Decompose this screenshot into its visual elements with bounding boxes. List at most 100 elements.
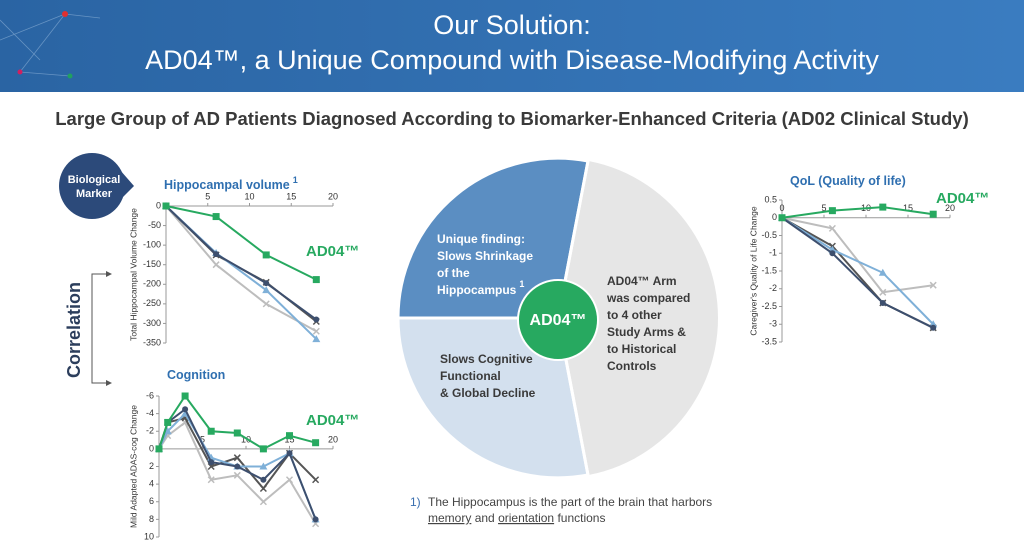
x-tick-label: 5 xyxy=(205,191,210,201)
header-band xyxy=(0,0,1024,92)
x-tick-label: 5 xyxy=(200,434,205,444)
marker xyxy=(163,427,172,435)
x-tick-label: 15 xyxy=(284,434,294,444)
bubble-pointer xyxy=(120,170,134,200)
annotation: AD04™ xyxy=(306,412,359,429)
y-axis-label: Total Hippocampal Volume Change xyxy=(128,208,138,341)
footnote-word: and xyxy=(475,511,495,525)
y-tick-label: 0 xyxy=(156,200,161,210)
diagram-top-left xyxy=(396,156,590,320)
bubble-text: Marker xyxy=(76,188,113,200)
chart-title: Hippocampal volume 1 xyxy=(164,175,298,192)
chart-title: QoL (Quality of life) xyxy=(790,174,906,188)
marker xyxy=(259,485,267,493)
marker xyxy=(828,224,836,232)
marker xyxy=(879,299,886,306)
correlation-label: Correlation xyxy=(64,282,84,378)
y-tick-label: 6 xyxy=(149,496,154,506)
x-tick-label: 15 xyxy=(903,203,913,213)
title-line: AD04™, a Unique Compound with Disease-Mo… xyxy=(145,45,879,75)
y-tick-label: -1.5 xyxy=(761,265,777,275)
marker xyxy=(259,498,267,506)
marker xyxy=(260,476,267,483)
y-tick-label: 0 xyxy=(772,212,777,222)
chart-title: Cognition xyxy=(167,368,225,382)
diagram-text: Functional xyxy=(440,369,501,383)
marker xyxy=(233,429,241,437)
marker xyxy=(829,250,836,257)
y-tick-label: -3.5 xyxy=(761,336,777,346)
marker xyxy=(929,281,937,289)
footnote-ref: 1 xyxy=(293,175,298,185)
marker xyxy=(181,392,189,400)
marker xyxy=(259,445,267,453)
x-tick-label: 20 xyxy=(328,434,338,444)
marker xyxy=(312,476,320,484)
marker xyxy=(312,276,320,284)
y-tick-label: -4 xyxy=(146,408,154,418)
marker xyxy=(312,327,320,335)
diagram-text: & Global Decline xyxy=(440,386,536,400)
diagram-text: Slows Cognitive xyxy=(440,352,533,366)
y-tick-label: -2 xyxy=(146,426,154,436)
marker xyxy=(312,439,320,447)
marker xyxy=(213,251,220,258)
diagram: Unique finding: Slows Shrinkage of the H… xyxy=(396,156,718,480)
decoration-dot xyxy=(62,11,68,17)
marker-bubble xyxy=(59,153,125,219)
y-tick-label: -0.5 xyxy=(761,230,777,240)
x-tick-label: 20 xyxy=(945,203,955,213)
y-tick-label: -300 xyxy=(143,318,161,328)
marker xyxy=(286,432,293,440)
marker xyxy=(262,251,270,259)
marker xyxy=(879,203,887,211)
diagram-text: Study Arms & xyxy=(607,325,686,339)
x-tick-label: 0 xyxy=(779,203,784,213)
marker xyxy=(778,214,786,222)
series-line xyxy=(165,205,317,281)
center-text: AD04™ xyxy=(530,312,587,329)
marker xyxy=(930,324,937,331)
marker xyxy=(233,454,241,462)
diagram-text: to Historical xyxy=(607,342,676,356)
marker xyxy=(234,463,241,470)
footnote-text: The Hippocampus is the part of the brain… xyxy=(428,495,712,509)
diagram-text: Hippocampus 1 xyxy=(437,279,524,297)
footnote-number: 1) xyxy=(410,495,421,509)
marker xyxy=(208,459,215,466)
bubble-text: Biological xyxy=(68,174,121,186)
y-tick-label: -250 xyxy=(143,298,161,308)
x-tick-label: 5 xyxy=(821,203,826,213)
footnote-text: memory and orientation functions xyxy=(428,511,605,525)
y-tick-label: 0.5 xyxy=(764,194,777,204)
annotation: AD04™ xyxy=(936,190,989,207)
series-line xyxy=(781,206,934,219)
marker xyxy=(262,286,271,294)
diagram-text: Slows Shrinkage xyxy=(437,249,533,263)
marker xyxy=(162,202,170,210)
y-tick-label: 2 xyxy=(149,461,154,471)
y-axis-label: Caregiver's Quality of Life Change xyxy=(748,206,758,335)
series-line xyxy=(158,411,317,520)
network-decoration xyxy=(0,13,101,77)
marker xyxy=(879,288,887,296)
footnote-word: orientation xyxy=(498,511,554,525)
marker xyxy=(828,207,836,215)
marker xyxy=(207,427,215,435)
y-tick-label: -50 xyxy=(148,220,161,230)
series-line xyxy=(781,216,934,329)
marker xyxy=(207,476,215,484)
marker xyxy=(212,213,220,221)
y-tick-label: -3 xyxy=(769,319,777,329)
marker xyxy=(259,462,268,470)
x-tick-label: 15 xyxy=(286,191,296,201)
marker xyxy=(878,268,887,276)
marker xyxy=(207,462,215,471)
y-tick-label: 0 xyxy=(149,443,154,453)
chart-title: Hippocampal volume xyxy=(164,178,290,192)
diagram-text: to 4 other xyxy=(607,308,662,322)
series-line xyxy=(165,205,317,333)
marker xyxy=(929,210,937,218)
footnote-ref: 1 xyxy=(519,279,524,289)
